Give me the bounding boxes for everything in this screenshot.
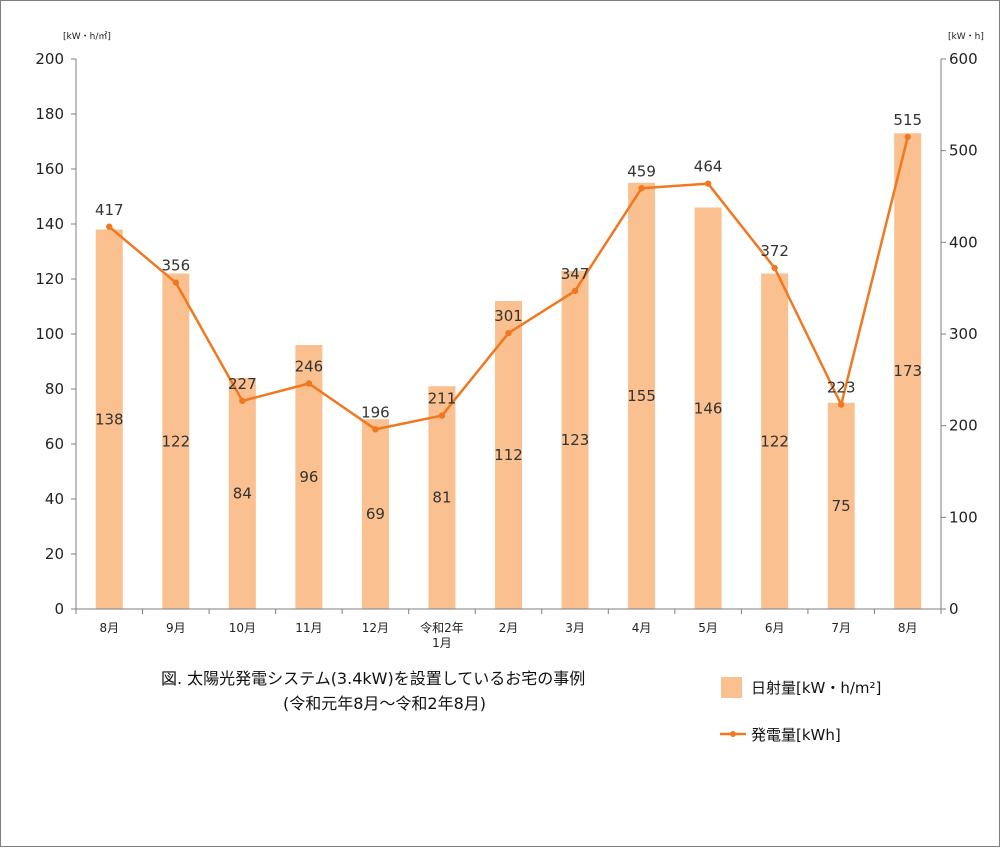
data-labels: 417 356 227 246 196 211 301 347 459 464 372 223 515 1… — [95, 111, 922, 523]
right-axis-unit: [kW・h] — [948, 32, 984, 42]
legend-bar-swatch — [721, 677, 742, 698]
bar-value-label: 84 — [233, 485, 252, 503]
bar-value-label: 122 — [760, 432, 789, 450]
x-tick-label: 12月 — [362, 621, 389, 635]
x-tick-label: 6月 — [765, 621, 785, 635]
bar-value-label: 81 — [432, 489, 451, 507]
bar — [228, 378, 256, 609]
legend-line-label: 発電量[kWh] — [751, 726, 841, 744]
bar-value-label: 69 — [366, 505, 385, 523]
bar — [694, 207, 722, 609]
line-series — [106, 133, 911, 433]
left-tick-label: 80 — [45, 380, 64, 398]
line-point — [505, 329, 512, 337]
line-point — [837, 401, 845, 408]
line-value-label: 246 — [295, 358, 324, 376]
bar — [561, 270, 589, 609]
legend: 日射量[kW・h/m²] 発電量[kWh] — [720, 677, 881, 744]
legend-bar-label: 日射量[kW・h/m²] — [751, 679, 881, 697]
bar — [495, 301, 522, 609]
line-point — [571, 287, 579, 295]
bar-value-label: 146 — [694, 399, 723, 417]
left-axis-unit: [kW・h/㎡] — [63, 31, 111, 42]
bar-value-label: 96 — [299, 468, 318, 486]
left-tick-label: 120 — [35, 270, 64, 288]
line-point — [904, 133, 911, 141]
line-value-label: 464 — [694, 158, 723, 176]
right-tick-label: 100 — [949, 508, 978, 526]
bar-value-label: 155 — [627, 387, 656, 405]
bar-value-label: 75 — [832, 497, 851, 515]
left-tick-label: 160 — [35, 160, 64, 178]
bar-series — [95, 133, 922, 609]
right-tick-label: 500 — [949, 142, 978, 160]
x-tick-label: 9月 — [166, 621, 186, 635]
line-point — [638, 185, 645, 192]
line-point — [704, 180, 712, 187]
line-point — [305, 380, 313, 387]
bar-value-label: 112 — [494, 446, 523, 464]
bar — [162, 273, 190, 609]
x-tick-label: 令和2年 1月 — [420, 620, 464, 650]
bar — [361, 419, 389, 609]
line-point — [438, 412, 446, 419]
left-tick-label: 0 — [54, 600, 64, 618]
x-tick-label: 2月 — [499, 621, 519, 635]
x-tick-label: 10月 — [229, 621, 256, 635]
line-point — [172, 279, 180, 286]
bar — [428, 386, 456, 609]
line-value-label: 356 — [161, 257, 190, 275]
bar — [894, 133, 922, 609]
line-value-label: 227 — [228, 375, 257, 393]
line-point — [106, 223, 113, 230]
left-tick-label: 40 — [45, 490, 64, 508]
line-value-label: 372 — [760, 242, 789, 260]
bar — [761, 273, 789, 609]
x-tick-label: 5月 — [698, 621, 718, 635]
right-tick-label: 300 — [949, 325, 978, 343]
line-point — [372, 426, 379, 433]
bar-value-label: 123 — [561, 431, 590, 449]
right-tick-label: 200 — [949, 417, 978, 435]
x-tick-label: 3月 — [565, 621, 585, 635]
axes: 0 20 40 60 80 100 120 140 160 180 200 0 100 200 300 400… — [35, 50, 977, 650]
x-tick-label: 8月 — [898, 621, 918, 635]
line-value-label: 211 — [428, 390, 457, 408]
bar — [95, 229, 123, 609]
left-tick-label: 60 — [45, 435, 64, 453]
line-value-label: 347 — [561, 265, 590, 283]
bar — [628, 182, 656, 609]
right-tick-label: 400 — [949, 233, 978, 251]
caption-line-1: 図. 太陽光発電システム(3.4kW)を設置しているお宅の事例 — [161, 669, 585, 688]
left-tick-label: 20 — [45, 545, 64, 563]
left-tick-label: 140 — [35, 215, 64, 233]
line-value-label: 223 — [827, 379, 856, 397]
line-value-label: 459 — [627, 162, 656, 180]
left-tick-label: 180 — [35, 105, 64, 123]
bar-value-label: 173 — [893, 362, 922, 380]
caption-line-2: (令和元年8月～令和2年8月) — [283, 694, 486, 713]
left-tick-label: 100 — [35, 325, 64, 343]
line-value-label: 515 — [893, 111, 922, 129]
line-point — [771, 264, 778, 272]
bar — [827, 402, 855, 609]
bar-value-label: 138 — [95, 410, 124, 428]
x-tick-label: 8月 — [99, 621, 119, 635]
line-value-label: 301 — [494, 307, 523, 325]
line-value-label: 417 — [95, 201, 124, 219]
bar-value-label: 122 — [161, 432, 190, 450]
x-tick-label: 7月 — [831, 621, 851, 635]
legend-line-marker — [730, 731, 736, 737]
right-tick-label: 600 — [949, 50, 978, 68]
line-point — [239, 397, 246, 405]
line-value-label: 196 — [361, 403, 390, 421]
x-tick-label: 11月 — [295, 621, 322, 635]
right-tick-label: 0 — [949, 600, 959, 618]
left-tick-label: 200 — [35, 50, 64, 68]
x-tick-label: 4月 — [632, 621, 652, 635]
